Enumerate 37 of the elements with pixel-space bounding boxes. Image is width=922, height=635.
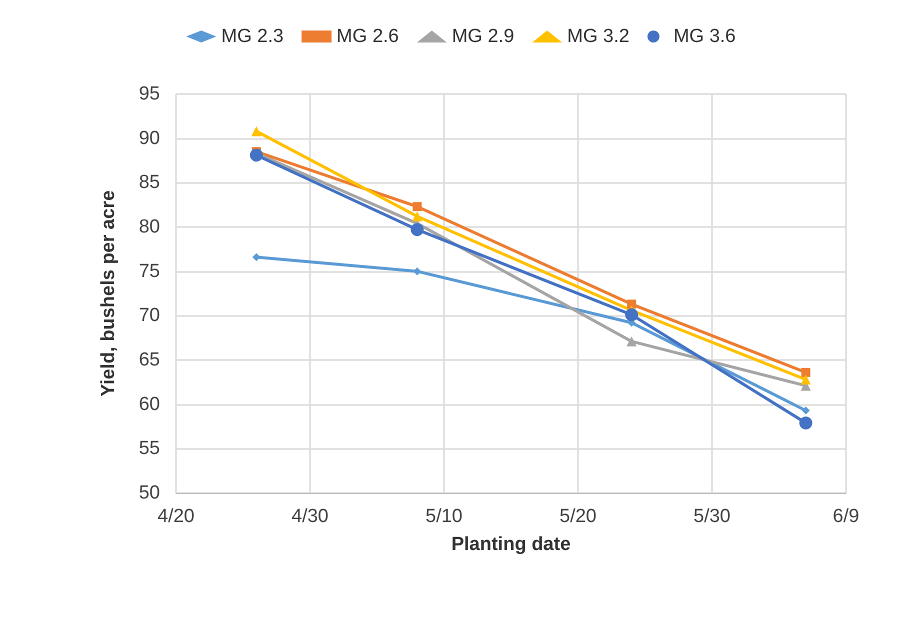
y-tick-label: 70 — [138, 305, 160, 326]
point — [252, 253, 260, 262]
legend-label: MG 2.6 — [336, 26, 399, 47]
point — [802, 406, 810, 415]
point — [410, 223, 424, 236]
point — [251, 126, 262, 136]
y-tick-label: 55 — [138, 438, 160, 460]
x-tick-label: 4/20 — [158, 506, 194, 527]
legend-label: MG 2.3 — [221, 26, 284, 47]
legend-label: MG 2.9 — [452, 26, 514, 47]
y-tick-label: 90 — [138, 128, 160, 149]
y-tick-label: 75 — [138, 260, 160, 282]
y-tick-label: 50 — [138, 482, 160, 504]
x-axis-title: Planting date — [451, 534, 571, 555]
x-tick-label: 5/20 — [560, 506, 596, 527]
point — [626, 336, 637, 346]
point — [412, 202, 422, 212]
y-tick-label: 60 — [138, 394, 160, 415]
point — [627, 300, 636, 309]
point — [412, 211, 422, 222]
y-tick-label: 65 — [138, 350, 160, 370]
point — [801, 368, 810, 377]
y-tick-label: 85 — [138, 172, 160, 194]
y-tick-label: 80 — [138, 216, 160, 238]
x-tick-label: 4/30 — [292, 506, 328, 527]
point — [800, 374, 811, 385]
legend-label: MG 3.6 — [673, 26, 736, 47]
x-tick-label: 5/10 — [426, 506, 462, 527]
point — [250, 148, 263, 162]
y-axis-title: Yield, bushels per acre — [98, 190, 119, 397]
y-tick-label: 95 — [138, 84, 160, 104]
point — [799, 416, 812, 430]
legend-label: MG 3.2 — [567, 26, 630, 47]
point — [413, 267, 422, 276]
point — [625, 308, 638, 322]
x-tick-label: 5/30 — [694, 506, 730, 527]
x-tick-label: 6/9 — [832, 506, 860, 527]
